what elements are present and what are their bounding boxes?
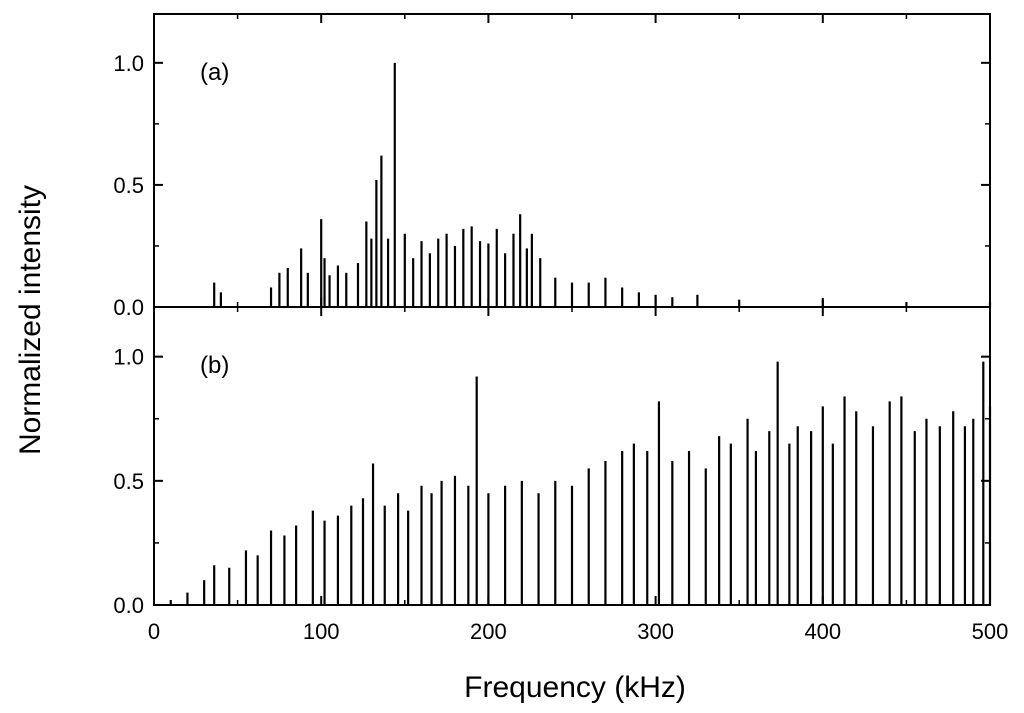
x-tick-label: 200 [470, 619, 507, 644]
panel-a: 0.0 0.5 1.0 (a) [113, 13, 992, 320]
y-tick-label: 1.0 [113, 345, 144, 370]
y-tick-label: 0.0 [113, 295, 144, 320]
y-tick-label: 1.0 [113, 51, 144, 76]
x-axis-title: Frequency (kHz) [464, 671, 686, 704]
x-tick-label: 500 [972, 619, 1009, 644]
x-tick-label: 300 [637, 619, 674, 644]
y-tick-label: 0.5 [113, 173, 144, 198]
x-tick-label: 400 [804, 619, 841, 644]
panel-b: 0.0 0.5 1.0 0 100 200 300 400 500 (b) [113, 306, 1009, 644]
y-tick-label: 0.0 [113, 593, 144, 618]
y-axis-title: Normalized intensity [14, 185, 47, 455]
x-tick-label: 100 [303, 619, 340, 644]
y-tick-label: 0.5 [113, 469, 144, 494]
panel-label: (b) [200, 352, 229, 379]
plot-frame [153, 13, 991, 308]
x-tick-label: 0 [148, 619, 160, 644]
panel-label: (a) [200, 59, 229, 86]
